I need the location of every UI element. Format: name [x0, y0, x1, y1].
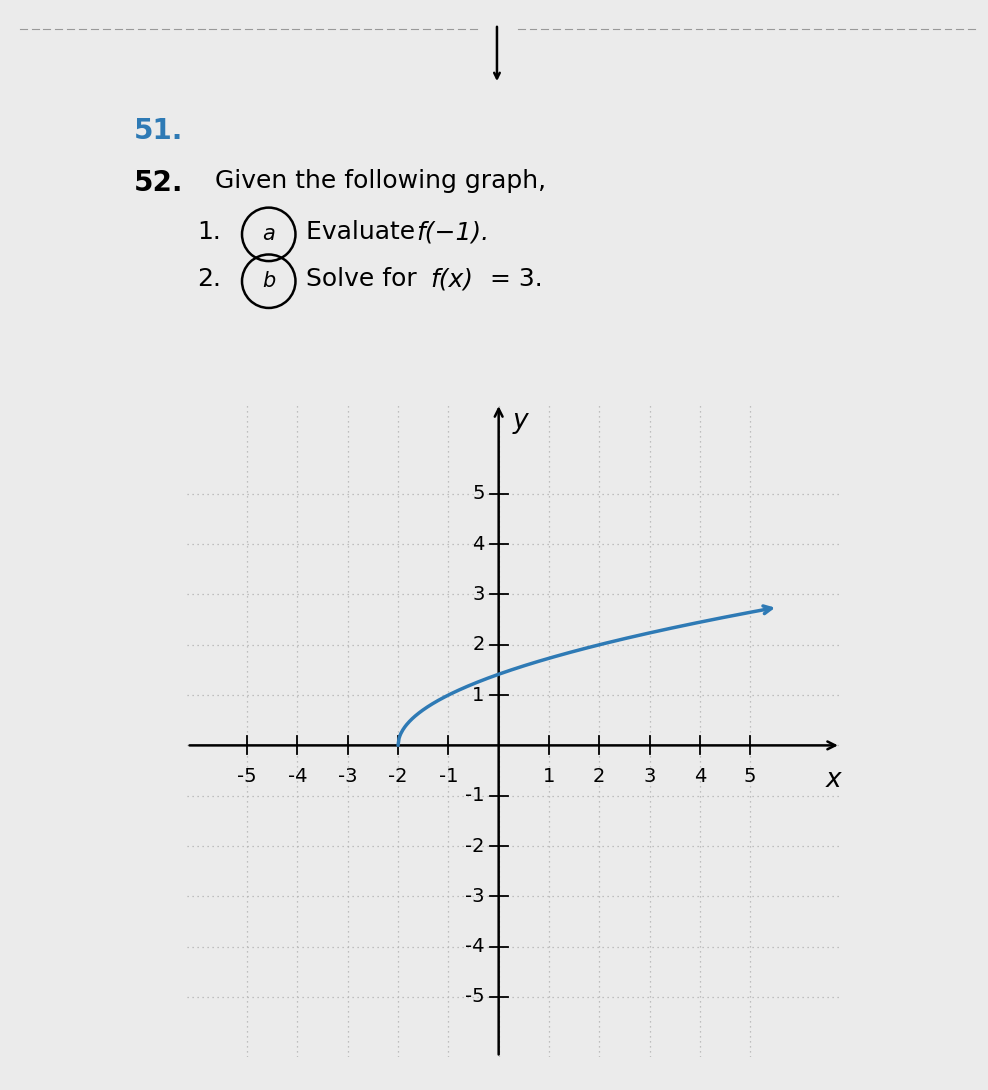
Text: 52.: 52.: [133, 169, 183, 197]
Text: f(−1).: f(−1).: [416, 220, 489, 244]
Text: 4: 4: [694, 766, 706, 786]
Text: b: b: [262, 271, 276, 291]
Text: Given the following graph,: Given the following graph,: [215, 169, 546, 193]
Text: y: y: [513, 409, 529, 434]
Text: -3: -3: [465, 887, 484, 906]
Text: f(x): f(x): [430, 267, 473, 291]
Text: x: x: [825, 766, 841, 792]
Text: 3: 3: [643, 766, 656, 786]
Text: -2: -2: [388, 766, 408, 786]
Text: -5: -5: [237, 766, 257, 786]
Text: -3: -3: [338, 766, 358, 786]
Text: a: a: [263, 225, 275, 244]
Text: 1: 1: [542, 766, 555, 786]
Text: -4: -4: [288, 766, 307, 786]
Text: 4: 4: [472, 535, 484, 554]
Text: -4: -4: [465, 937, 484, 956]
Text: 1.: 1.: [198, 220, 221, 244]
Text: 51.: 51.: [133, 117, 183, 145]
Text: -2: -2: [465, 836, 484, 856]
Text: -5: -5: [465, 988, 484, 1006]
Text: 5: 5: [744, 766, 757, 786]
Text: Solve for: Solve for: [305, 267, 425, 291]
Text: 2: 2: [593, 766, 606, 786]
Text: -1: -1: [465, 786, 484, 806]
Text: 2: 2: [472, 635, 484, 654]
Text: 2.: 2.: [198, 267, 221, 291]
Text: = 3.: = 3.: [481, 267, 542, 291]
Text: 5: 5: [472, 484, 484, 504]
Text: Evaluate: Evaluate: [305, 220, 423, 244]
Text: -1: -1: [439, 766, 458, 786]
Text: 3: 3: [472, 585, 484, 604]
Text: 1: 1: [472, 686, 484, 704]
